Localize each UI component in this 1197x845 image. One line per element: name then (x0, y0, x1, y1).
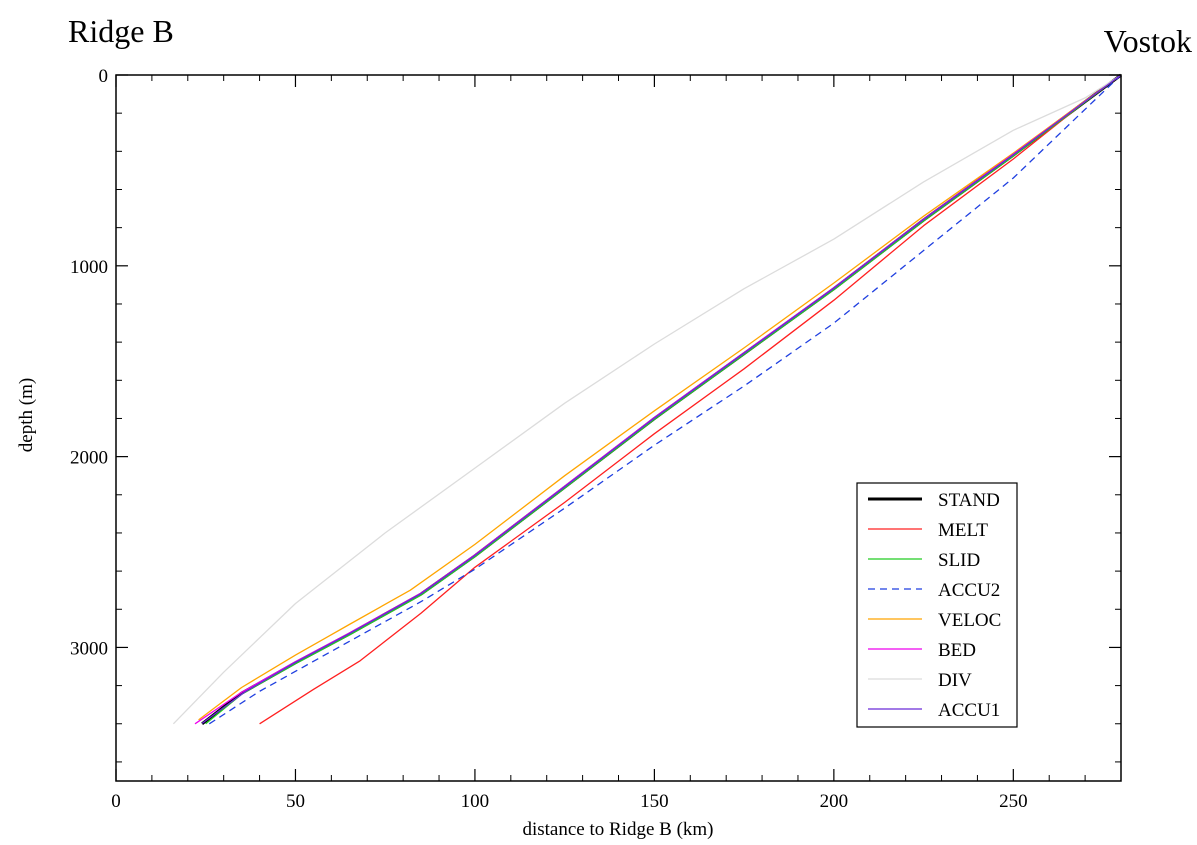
corner-label-right: Vostok (1104, 23, 1192, 59)
series-line-accu1 (201, 74, 1122, 724)
tick-labels: 0 50 100 150 200 250 0 1000 2000 3000 (70, 66, 1028, 812)
legend-label-veloc: VELOC (938, 610, 1001, 631)
legend-label-div: DIV (938, 670, 972, 691)
legend-label-bed: BED (938, 640, 976, 661)
series-lines (172, 73, 1122, 725)
x-tick-label: 100 (461, 791, 490, 812)
x-tick-label: 250 (999, 791, 1028, 812)
y-axis-label: depth (m) (16, 378, 37, 452)
legend-label-accu1: ACCU1 (938, 700, 1000, 721)
series-line-div (172, 74, 1122, 725)
series-line-slid (205, 74, 1122, 725)
legend-label-melt: MELT (938, 520, 988, 541)
legend-label-stand: STAND (938, 490, 1000, 511)
y-tick-label: 0 (99, 66, 109, 87)
legend-label-accu2: ACCU2 (938, 580, 1000, 601)
series-line-melt (259, 74, 1122, 725)
legend-box (856, 482, 1018, 728)
corner-label-left: Ridge B (68, 13, 174, 49)
series-line-accu2 (208, 74, 1122, 725)
legend: STAND MELT SLID ACCU2 VELOC BED DIV ACCU1 (856, 482, 1018, 728)
y-tick-label: 3000 (70, 638, 108, 659)
axis-ticks (115, 74, 1121, 781)
x-tick-label: 200 (820, 791, 849, 812)
legend-label-slid: SLID (938, 550, 980, 571)
series-line-veloc (198, 74, 1122, 721)
x-tick-label: 0 (111, 791, 121, 812)
y-tick-label: 2000 (70, 448, 108, 469)
y-tick-label: 1000 (70, 257, 108, 278)
x-tick-label: 50 (286, 791, 305, 812)
x-tick-label: 150 (640, 791, 669, 812)
x-axis-label: distance to Ridge B (km) (522, 819, 713, 840)
